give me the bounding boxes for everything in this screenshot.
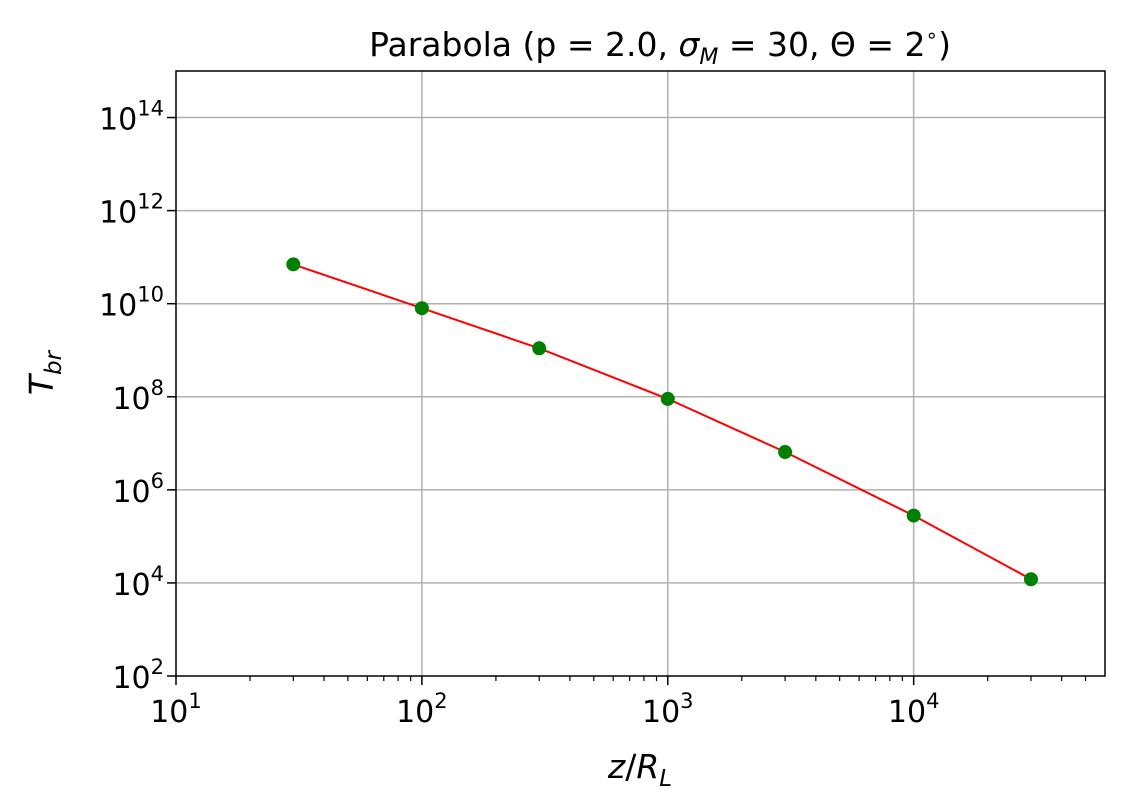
x-tick-label: 102 — [396, 689, 448, 730]
y-tick-label: 1010 — [99, 283, 164, 324]
y-tick-label: 1012 — [99, 190, 164, 231]
grid — [176, 71, 1105, 676]
x-tick-label: 101 — [150, 689, 202, 730]
data-point — [1023, 572, 1038, 587]
x-tick-label: 103 — [642, 689, 694, 730]
x-tick-label: 104 — [888, 689, 940, 730]
data-points — [286, 257, 1038, 587]
data-point — [660, 391, 675, 406]
y-tick-label: 1014 — [99, 97, 164, 138]
chart-title: Parabola (p = 2.0, σM = 30, Θ = 2∘) — [369, 23, 951, 70]
x-axis-label: z/RL — [607, 747, 672, 792]
plot-frame — [175, 70, 1106, 677]
y-axis-label: Tbr — [22, 349, 67, 395]
fit-line-group — [292, 263, 1032, 581]
y-tick-label: 108 — [112, 376, 164, 417]
data-point — [778, 445, 793, 460]
fit-line — [292, 263, 1032, 581]
x-axis-ticks: 101 102 103 104 — [150, 676, 1087, 730]
data-point — [414, 301, 429, 316]
y-tick-label: 106 — [112, 469, 164, 510]
data-point — [906, 508, 921, 523]
data-point — [532, 341, 547, 356]
y-tick-label: 104 — [112, 562, 164, 603]
data-point — [286, 257, 301, 272]
y-tick-label: 102 — [112, 655, 164, 696]
y-axis-ticks: 102 104 106 108 1010 1012 1014 — [99, 97, 176, 696]
